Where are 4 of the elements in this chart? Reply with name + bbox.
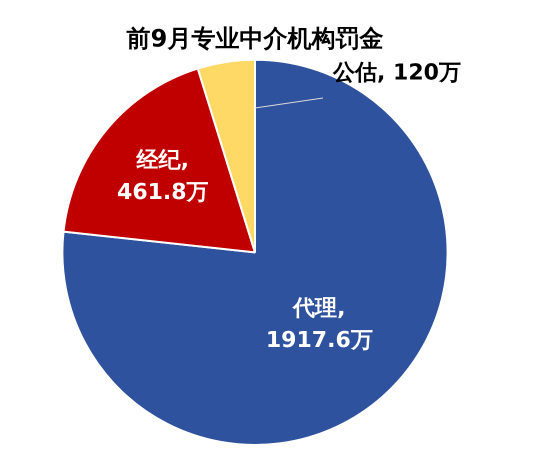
slice-label: 代理, 1917.6万 — [266, 296, 373, 353]
chart-title: 前9月专业中介机构罚金 — [126, 24, 384, 53]
slice-label: 公估, 120万 — [332, 60, 461, 86]
slice-label: 经纪, 461.8万 — [117, 148, 209, 206]
